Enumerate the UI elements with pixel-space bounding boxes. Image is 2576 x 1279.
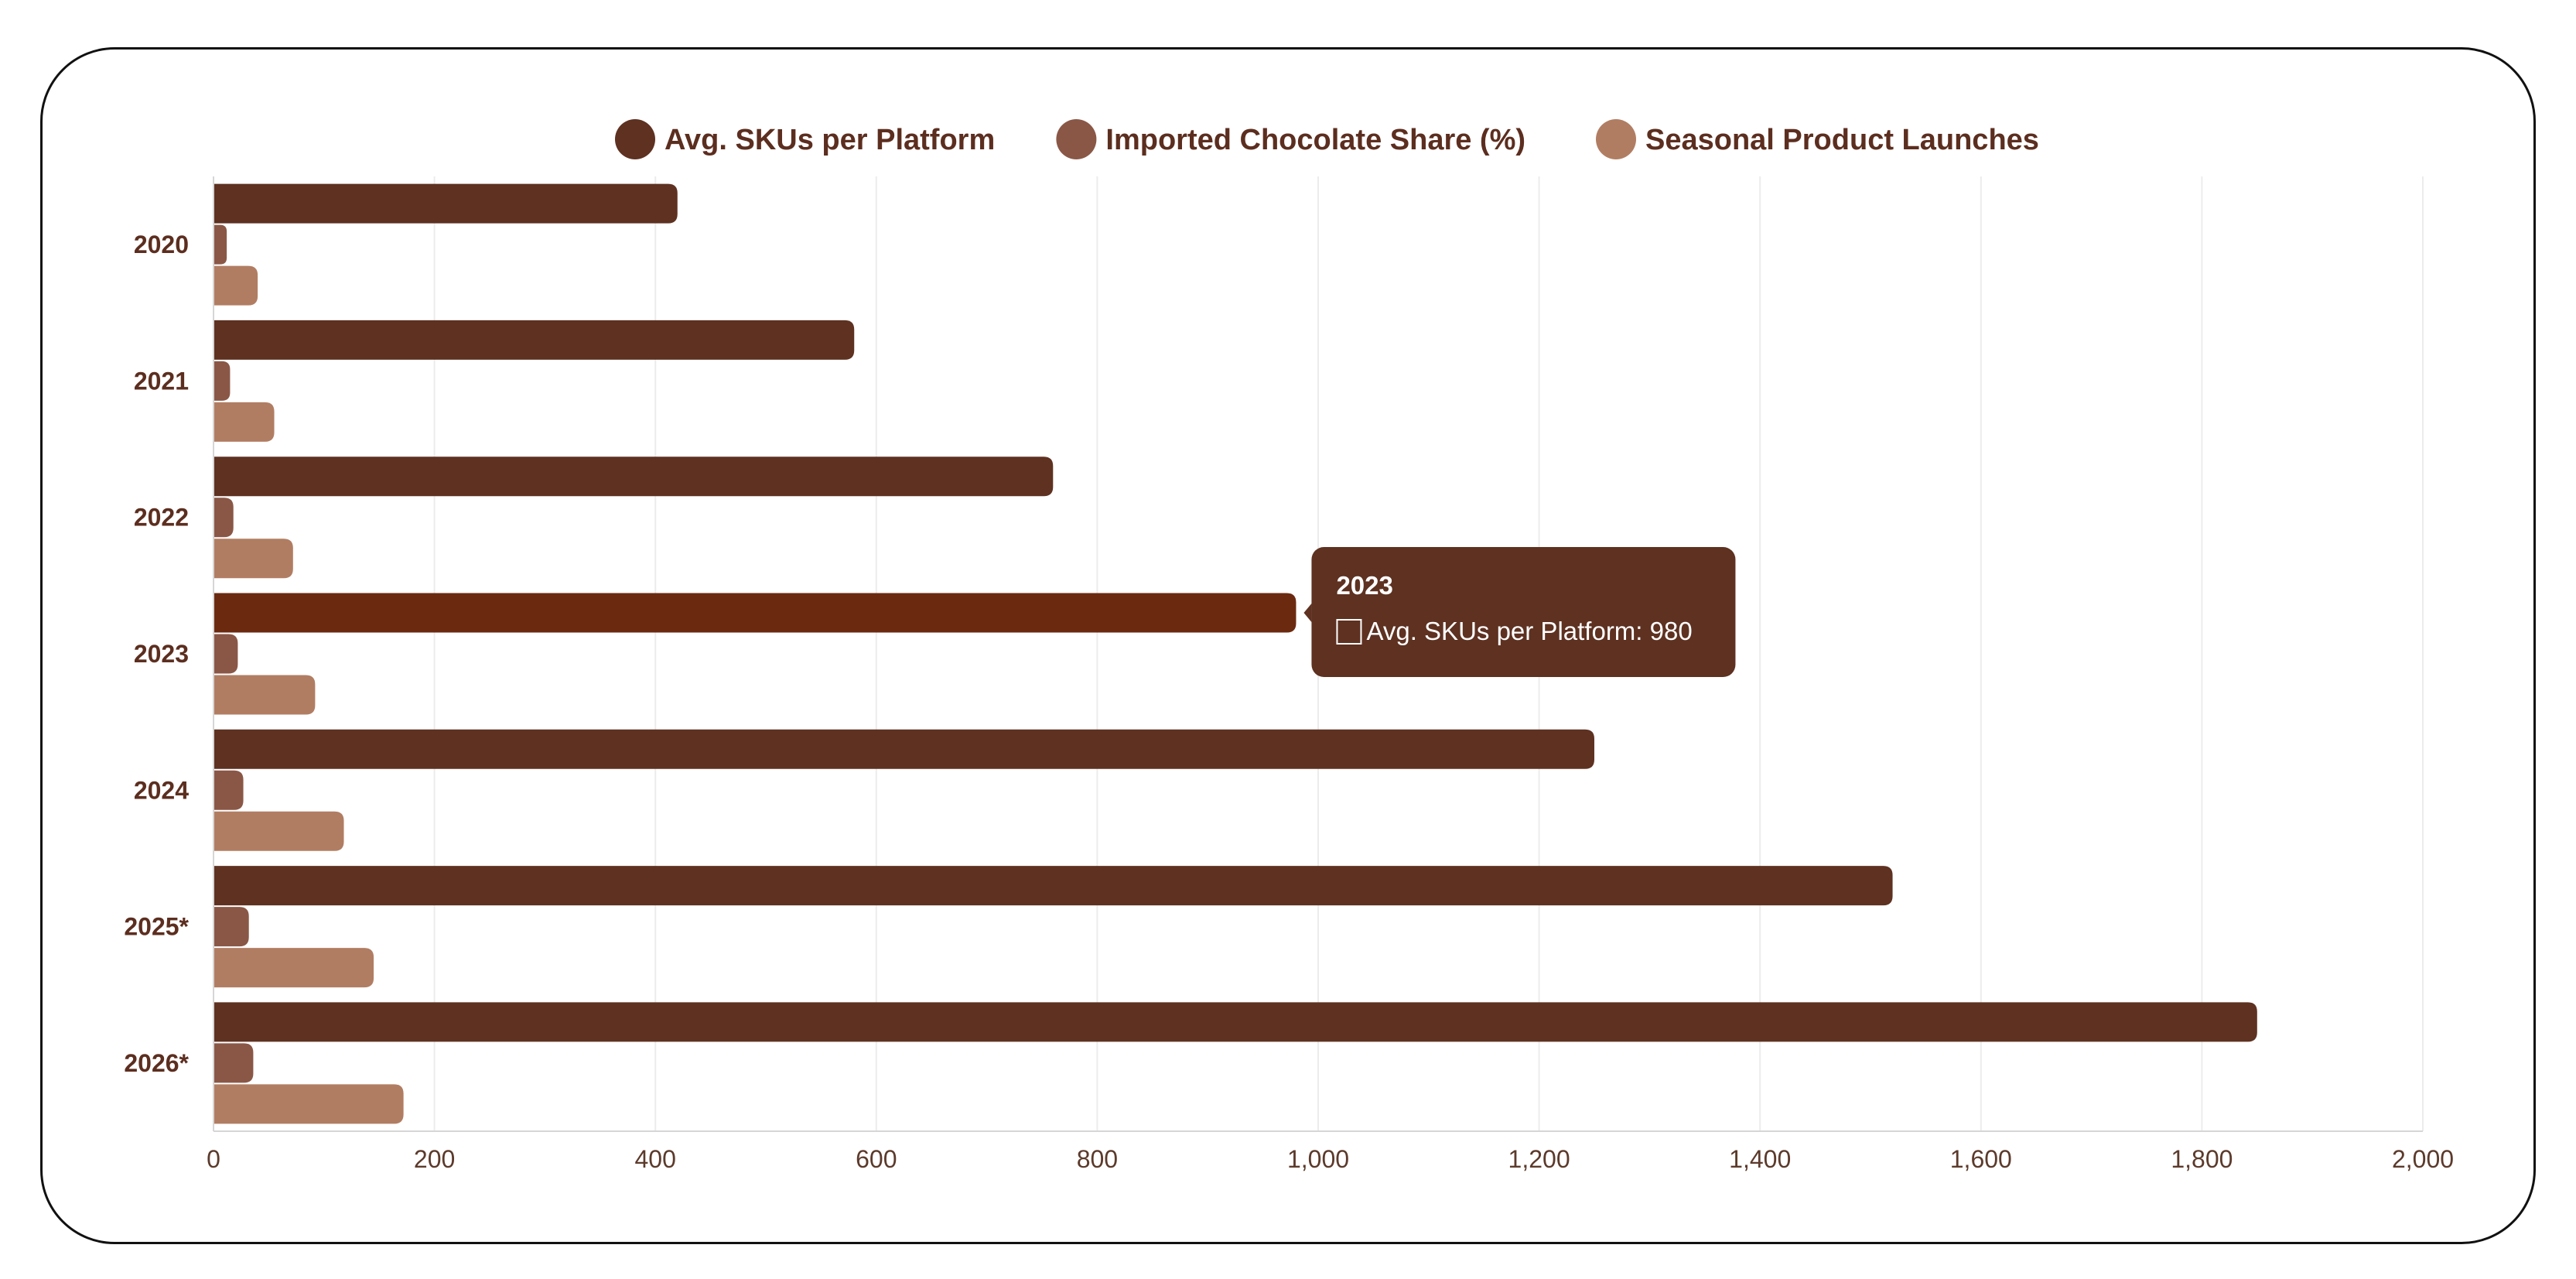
legend-swatch xyxy=(1056,119,1097,159)
tooltip-swatch xyxy=(1336,619,1362,645)
bar-seasonal-product-launches-2025proj[interactable] xyxy=(214,948,374,988)
legend-item[interactable]: Seasonal Product Launches xyxy=(1596,119,2039,159)
legend-label: Seasonal Product Launches xyxy=(1645,124,2039,156)
x-tick-label: 600 xyxy=(856,1145,897,1173)
tooltip-box xyxy=(1311,547,1736,677)
y-category-label: 2020 xyxy=(134,231,189,258)
bar-seasonal-product-launches-2023[interactable] xyxy=(214,675,316,715)
tooltip: 2023 Avg. SKUs per Platform: 980 xyxy=(1303,547,1736,677)
axes: 0 200 400 600 800 1,000 1,200 1,400 1,600 1,800 2,… xyxy=(124,176,2454,1173)
bar-avg-skus-per-platform-2021[interactable] xyxy=(214,320,855,360)
bar-avg-skus-per-platform-2023[interactable] xyxy=(214,593,1297,633)
bars[interactable] xyxy=(214,183,2257,1124)
bar-imported-chocolate-share--2022[interactable] xyxy=(214,498,234,538)
y-category-label: 2023 xyxy=(134,640,189,668)
chart-card xyxy=(40,47,2536,1244)
bar-avg-skus-per-platform-2026proj[interactable] xyxy=(214,1002,2257,1042)
x-tick-label: 400 xyxy=(635,1145,676,1173)
legend-swatch xyxy=(1596,119,1636,159)
bar-avg-skus-per-platform-2020[interactable] xyxy=(214,183,678,224)
tooltip-text: Avg. SKUs per Platform: 980 xyxy=(1366,617,1692,645)
bar-avg-skus-per-platform-2022[interactable] xyxy=(214,457,1054,497)
legend-label: Imported Chocolate Share (%) xyxy=(1105,124,1525,156)
x-tick-label: 1,600 xyxy=(1950,1145,2012,1173)
legend[interactable]: Avg. SKUs per Platform Imported Chocolate… xyxy=(615,119,2039,159)
y-category-label: 2022 xyxy=(134,504,189,532)
bar-imported-chocolate-share--2023[interactable] xyxy=(214,634,238,674)
legend-item[interactable]: Avg. SKUs per Platform xyxy=(615,119,995,159)
bar-avg-skus-per-platform-2024[interactable] xyxy=(214,729,1594,769)
x-tick-label: 800 xyxy=(1077,1145,1118,1173)
legend-item[interactable]: Imported Chocolate Share (%) xyxy=(1056,119,1525,159)
bar-seasonal-product-launches-2024[interactable] xyxy=(214,811,344,851)
bar-imported-chocolate-share--2024[interactable] xyxy=(214,770,244,810)
x-tick-label: 1,200 xyxy=(1508,1145,1570,1173)
x-tick-label: 1,400 xyxy=(1729,1145,1791,1173)
bar-imported-chocolate-share--2021[interactable] xyxy=(214,361,231,401)
x-tick-label: 2,000 xyxy=(2392,1145,2454,1173)
x-tick-label: 200 xyxy=(414,1145,455,1173)
y-category-label: 2024 xyxy=(134,776,189,804)
legend-label: Avg. SKUs per Platform xyxy=(664,124,995,156)
tooltip-caret xyxy=(1303,604,1312,622)
x-tick-label: 0 xyxy=(207,1145,220,1173)
bar-seasonal-product-launches-2020[interactable] xyxy=(214,265,258,306)
bar-seasonal-product-launches-2022[interactable] xyxy=(214,539,293,579)
bar-avg-skus-per-platform-2025proj[interactable] xyxy=(214,866,1893,906)
bar-imported-chocolate-share--2026proj[interactable] xyxy=(214,1043,254,1083)
legend-swatch xyxy=(615,119,655,159)
y-category-label: 2025* xyxy=(124,913,189,941)
bar-seasonal-product-launches-2026proj[interactable] xyxy=(214,1084,404,1124)
x-tick-label: 1,800 xyxy=(2171,1145,2233,1173)
bar-seasonal-product-launches-2021[interactable] xyxy=(214,402,275,442)
tooltip-title: 2023 xyxy=(1336,571,1392,600)
y-category-label: 2026* xyxy=(124,1049,189,1077)
bar-imported-chocolate-share--2020[interactable] xyxy=(214,224,227,265)
x-tick-label: 1,000 xyxy=(1287,1145,1349,1173)
y-category-label: 2021 xyxy=(134,367,189,395)
bar-imported-chocolate-share--2025proj[interactable] xyxy=(214,907,249,947)
